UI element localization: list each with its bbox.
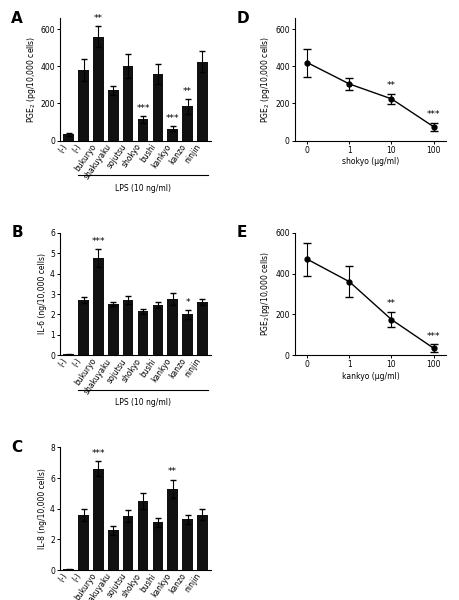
Bar xyxy=(152,74,163,140)
Bar xyxy=(196,302,207,355)
Text: **: ** xyxy=(183,87,192,96)
Bar xyxy=(123,67,133,140)
Bar xyxy=(167,489,178,570)
Text: ***: *** xyxy=(166,114,179,123)
Y-axis label: IL-6 (ng/10,000 cells): IL-6 (ng/10,000 cells) xyxy=(38,253,47,335)
Text: D: D xyxy=(236,11,249,26)
Text: C: C xyxy=(11,440,22,455)
Text: ***: *** xyxy=(136,104,150,113)
Y-axis label: PGE$_2$ (pg/10,000 cells): PGE$_2$ (pg/10,000 cells) xyxy=(259,36,272,123)
Bar xyxy=(196,515,207,570)
Bar xyxy=(93,258,104,355)
X-axis label: shokyo (μg/ml): shokyo (μg/ml) xyxy=(341,157,398,166)
Bar xyxy=(78,515,89,570)
Bar xyxy=(182,314,192,355)
Bar xyxy=(137,501,148,570)
Text: A: A xyxy=(11,11,23,26)
Text: *: * xyxy=(185,298,190,307)
Bar xyxy=(152,305,163,355)
Bar xyxy=(182,106,192,140)
Bar xyxy=(78,70,89,140)
Bar xyxy=(167,299,178,355)
Text: ***: *** xyxy=(426,110,439,119)
Y-axis label: PGE$_2$(pg/10,000 cells): PGE$_2$(pg/10,000 cells) xyxy=(259,251,272,337)
Text: ***: *** xyxy=(426,332,439,341)
Bar xyxy=(63,569,74,570)
Text: **: ** xyxy=(386,81,395,90)
Text: ***: *** xyxy=(91,237,105,246)
Y-axis label: PGE$_2$ (pg/10,000 cells): PGE$_2$ (pg/10,000 cells) xyxy=(24,36,38,123)
Bar xyxy=(108,530,118,570)
Text: **: ** xyxy=(168,467,177,476)
Bar xyxy=(123,517,133,570)
Text: ***: *** xyxy=(91,449,105,458)
Bar xyxy=(93,37,104,140)
Bar xyxy=(167,128,178,140)
Text: E: E xyxy=(236,226,247,241)
Y-axis label: IL-8 (ng/10,000 cells): IL-8 (ng/10,000 cells) xyxy=(38,468,47,549)
Text: **: ** xyxy=(94,14,103,23)
Bar xyxy=(196,62,207,140)
Text: LPS (10 ng/ml): LPS (10 ng/ml) xyxy=(115,398,171,407)
Bar xyxy=(137,311,148,355)
Bar xyxy=(63,134,74,140)
Bar xyxy=(123,300,133,355)
Bar xyxy=(108,91,118,140)
Bar xyxy=(78,300,89,355)
Bar xyxy=(182,520,192,570)
Bar xyxy=(108,304,118,355)
Bar xyxy=(93,469,104,570)
Bar xyxy=(137,119,148,140)
Text: **: ** xyxy=(386,299,395,308)
Bar xyxy=(152,523,163,570)
Text: LPS (10 ng/ml): LPS (10 ng/ml) xyxy=(115,184,171,193)
Text: B: B xyxy=(11,226,23,241)
X-axis label: kankyo (μg/ml): kankyo (μg/ml) xyxy=(341,372,398,381)
